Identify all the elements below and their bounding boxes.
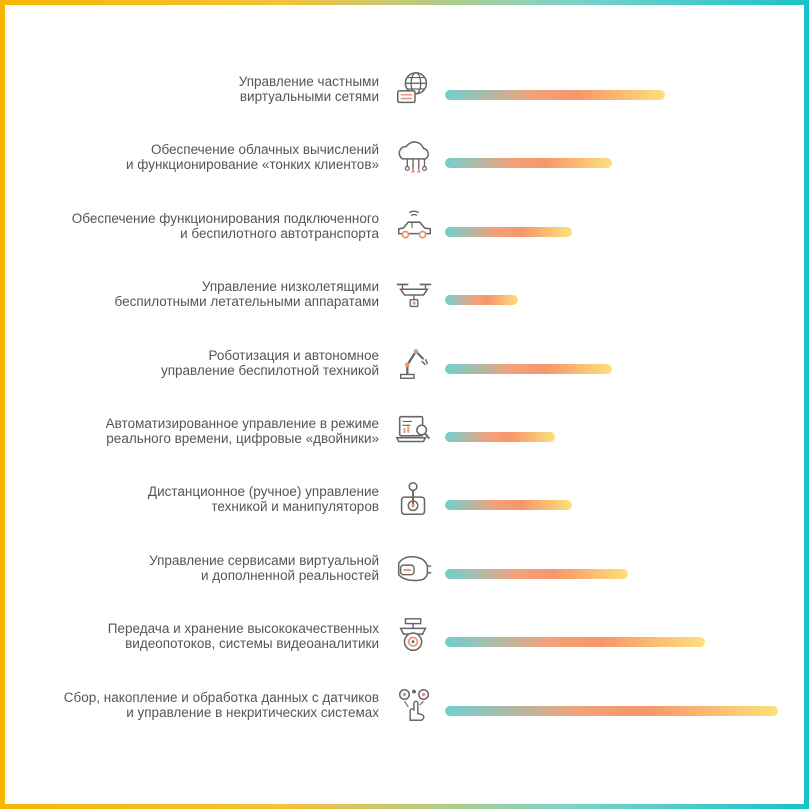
chart-row: Автоматизированное управление в режиме ре… xyxy=(0,410,809,470)
laptop-analytics-icon xyxy=(393,410,435,452)
chart-row: Управление низколетящими беспилотными лет… xyxy=(0,273,809,333)
category-label: Дистанционное (ручное) управление технико… xyxy=(19,484,379,514)
category-label-line: видеопотоков, системы видеоаналитики xyxy=(125,636,379,652)
chart-row: Роботизация и автономное управление беспи… xyxy=(0,342,809,402)
chart-row: Обеспечение облачных вычислений и функцио… xyxy=(0,136,809,196)
bar xyxy=(445,500,572,511)
bar xyxy=(445,568,628,579)
chart-row: Управление сервисами виртуальной и дополн… xyxy=(0,547,809,607)
category-label-line: Дистанционное (ручное) управление xyxy=(147,484,379,500)
category-label-line: управление беспилотной техникой xyxy=(160,362,379,378)
robot-arm-icon xyxy=(393,342,435,384)
category-label: Управление низколетящими беспилотными лет… xyxy=(19,279,379,309)
category-label: Управление частными виртуальными сетями xyxy=(19,74,379,104)
bar xyxy=(445,158,612,169)
bar xyxy=(445,90,665,100)
category-label: Роботизация и автономное управление беспи… xyxy=(19,348,379,378)
category-label: Управление сервисами виртуальной и дополн… xyxy=(19,553,379,583)
category-label-line: и дополненной реальностей xyxy=(201,567,379,583)
chart-row: Дистанционное (ручное) управление технико… xyxy=(0,478,809,538)
category-label: Автоматизированное управление в режиме ре… xyxy=(19,416,379,446)
vr-headset-icon xyxy=(393,547,435,589)
connected-car-icon xyxy=(393,205,435,247)
category-label-line: Управление низколетящими xyxy=(201,279,379,295)
category-label-line: беспилотными летательными аппаратами xyxy=(114,294,379,310)
bar xyxy=(445,637,705,648)
bar xyxy=(445,363,612,374)
category-label-line: техникой и манипуляторов xyxy=(211,499,379,515)
joystick-icon xyxy=(393,478,435,520)
category-label-line: Автоматизированное управление в режиме xyxy=(105,416,379,431)
security-camera-icon xyxy=(393,615,435,657)
category-label-line: Сбор, накопление и обработка данных с да… xyxy=(63,689,379,705)
drone-icon xyxy=(393,273,435,315)
chart-row: Обеспечение функционирования подключенно… xyxy=(0,205,809,265)
sensors-gears-icon xyxy=(393,684,435,726)
chart-row: Сбор, накопление и обработка данных с да… xyxy=(0,684,809,744)
chart-row: Управление частными виртуальными сетями xyxy=(0,68,809,128)
category-label: Передача и хранение высококачественных ви… xyxy=(19,621,379,651)
category-label-line: Управление частными xyxy=(238,74,379,89)
category-label: Сбор, накопление и обработка данных с да… xyxy=(19,690,379,720)
cloud-computing-icon xyxy=(393,136,435,178)
bar xyxy=(445,295,518,306)
category-label-line: Роботизация и автономное xyxy=(208,347,379,363)
bar xyxy=(445,226,572,237)
category-label: Обеспечение облачных вычислений и функцио… xyxy=(19,142,379,172)
category-label-line: и управление в некритических системах xyxy=(126,704,379,720)
category-label-line: Управление сервисами виртуальной xyxy=(149,552,379,568)
bar xyxy=(445,432,555,442)
bar xyxy=(445,705,778,716)
category-label-line: виртуальными сетями xyxy=(239,89,379,104)
globe-network-icon xyxy=(393,68,435,110)
chart-row: Передача и хранение высококачественных ви… xyxy=(0,615,809,675)
category-label-line: Обеспечение облачных вычислений xyxy=(150,142,379,158)
category-label-line: и функционирование «тонких клиентов» xyxy=(125,157,379,173)
category-label-line: Передача и хранение высококачественных xyxy=(107,621,379,637)
category-label-line: Обеспечение функционирования подключенно… xyxy=(71,210,379,226)
category-label-line: реального времени, цифровые «двойники» xyxy=(106,431,379,446)
category-label-line: и беспилотного автотранспорта xyxy=(180,225,379,241)
category-label: Обеспечение функционирования подключенно… xyxy=(19,211,379,241)
